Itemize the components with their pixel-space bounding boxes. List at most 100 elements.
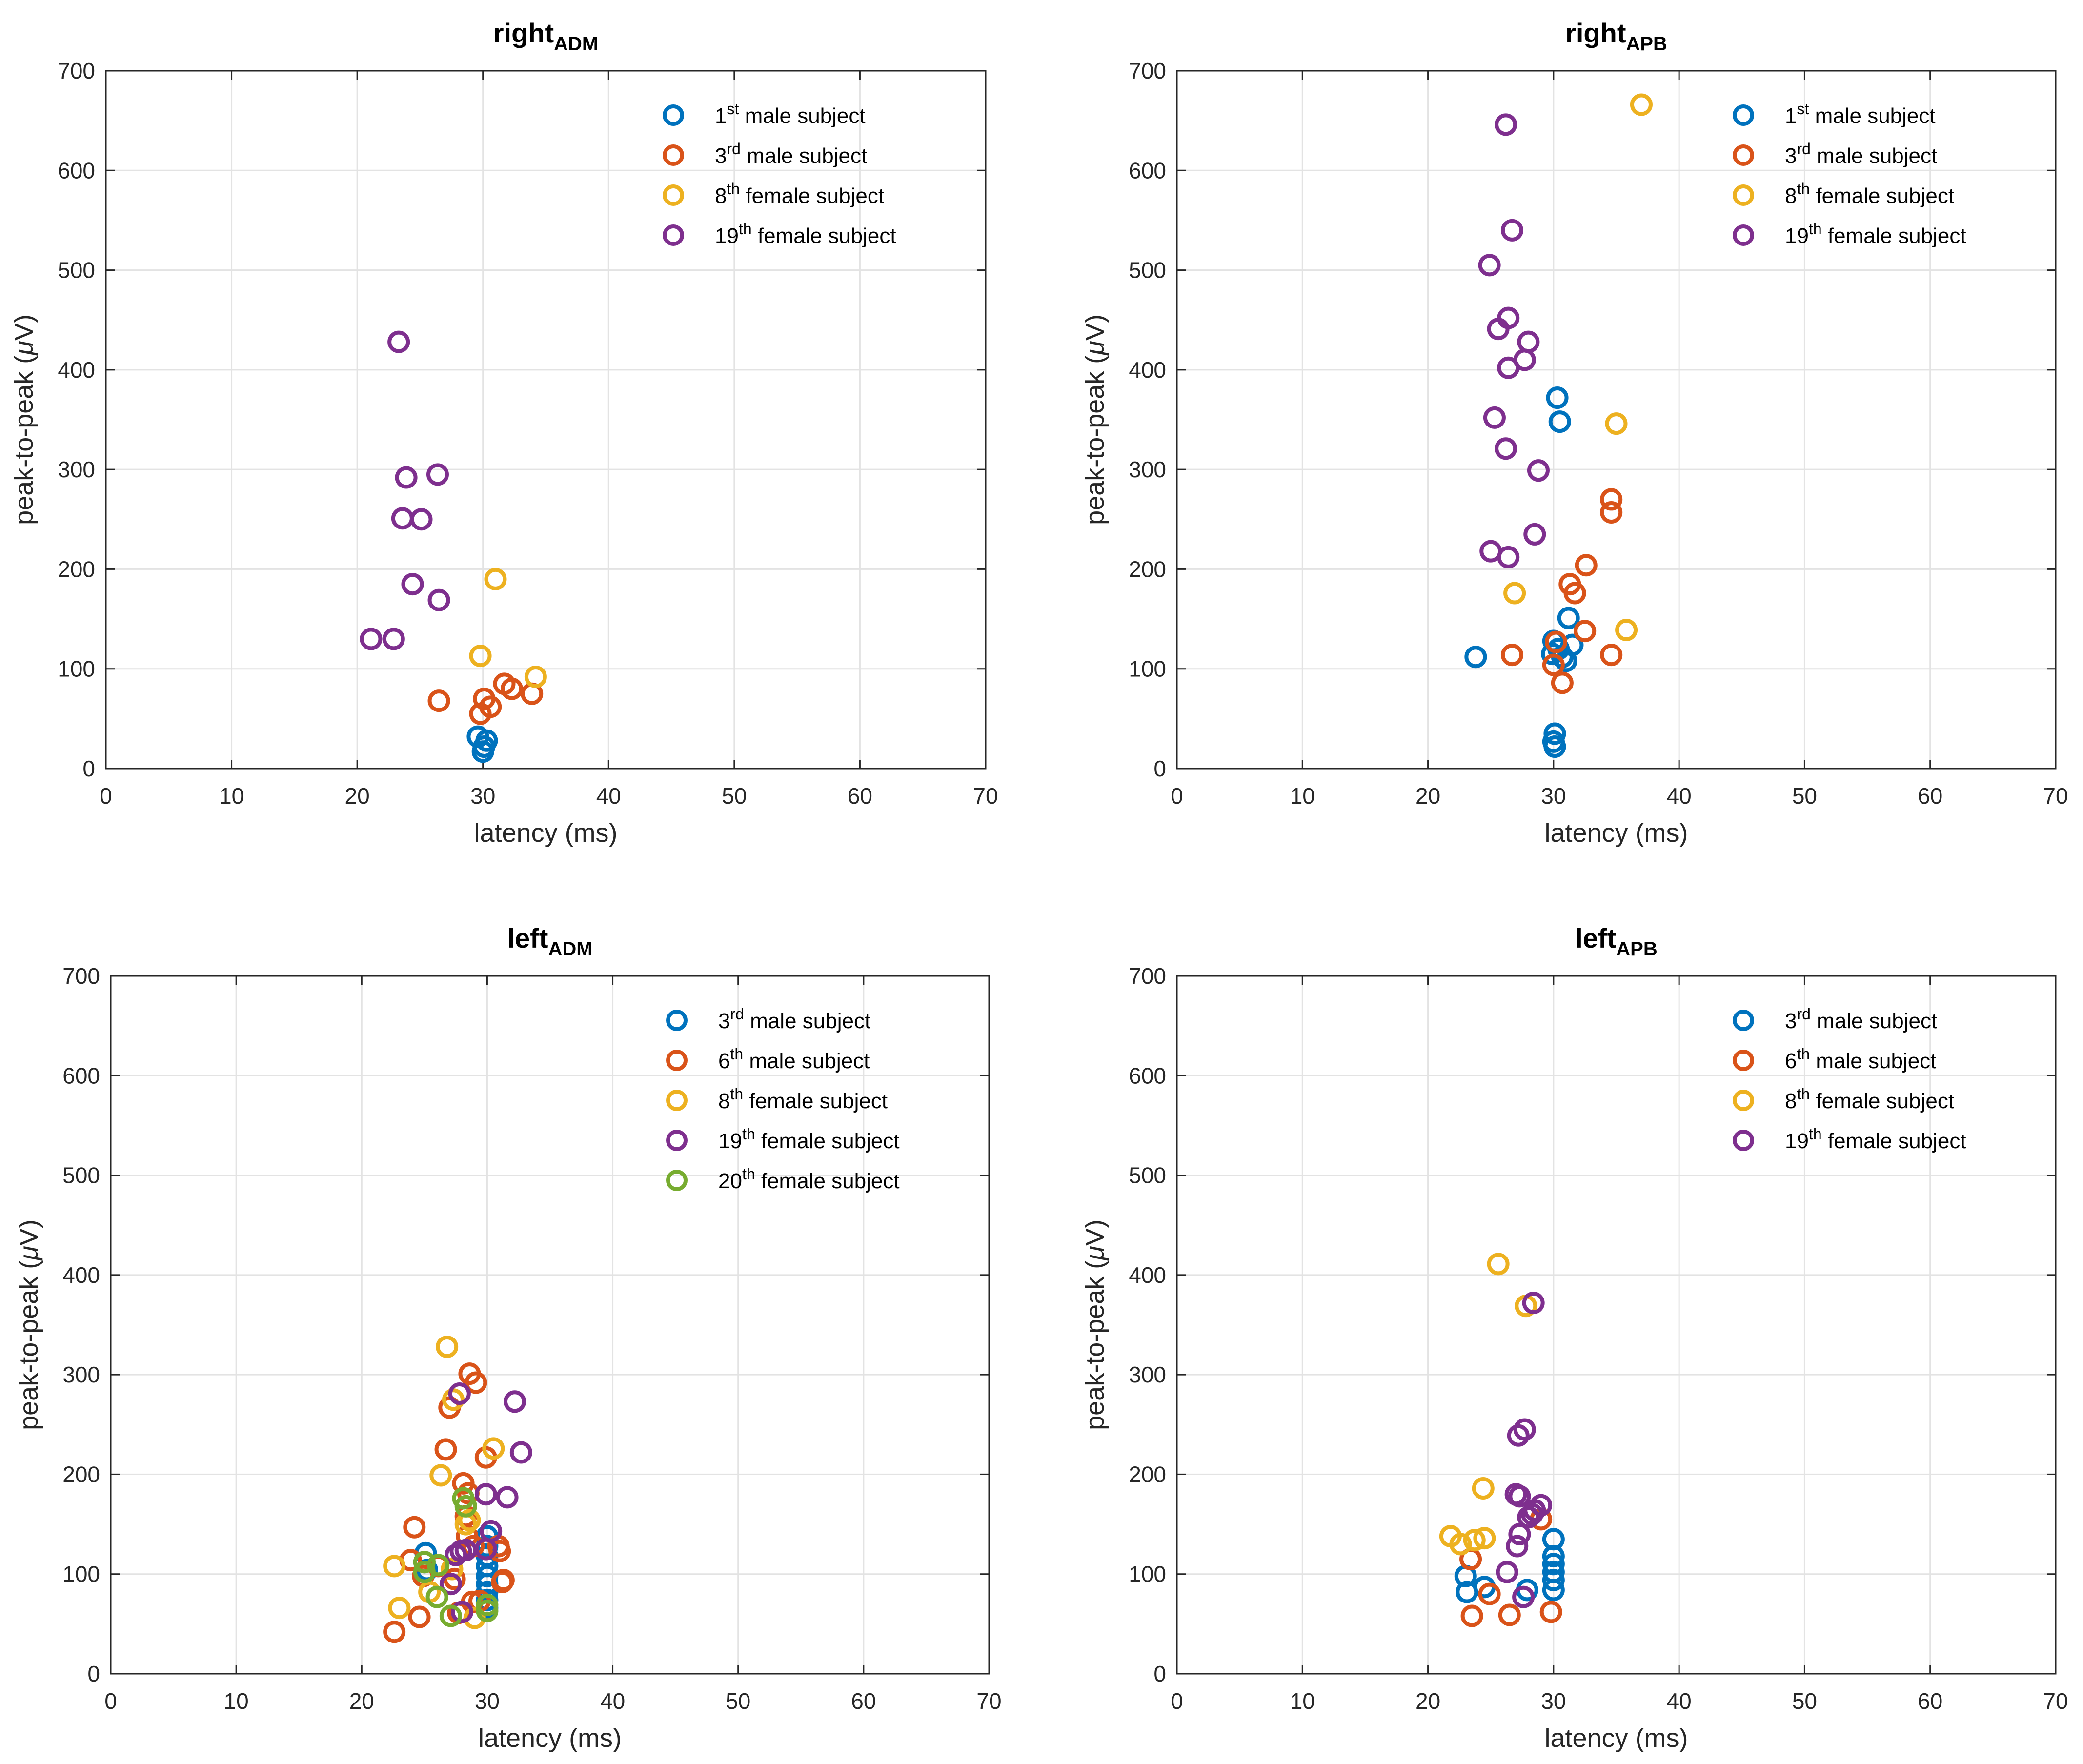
- data-point: [383, 1555, 406, 1578]
- x-tick-label: 0: [1171, 1688, 1183, 1714]
- chart-title: rightAPB: [1565, 18, 1667, 55]
- data-point: [1508, 1485, 1531, 1508]
- legend-ordinal: th: [1809, 220, 1822, 238]
- data-point: [479, 695, 502, 718]
- axes-box: [110, 975, 990, 1675]
- x-axis-label: latency (ms): [474, 818, 617, 848]
- legend-number: 1: [715, 104, 727, 128]
- data-point: [360, 628, 383, 650]
- data-point: [458, 1509, 481, 1532]
- legend-marker: [1733, 1050, 1754, 1071]
- chart-left-ADM: 0 10 20 30 40 50 60 700100200300400500600700lef…: [14, 923, 1002, 1753]
- data-point: [1546, 386, 1569, 409]
- data-point: [1605, 412, 1628, 435]
- data-point: [436, 1335, 459, 1358]
- legend-ordinal: th: [1797, 180, 1810, 198]
- data-point: [454, 1539, 477, 1561]
- chart-title-subscript: APB: [1616, 938, 1657, 960]
- data-point: [448, 1382, 471, 1405]
- legend-label: male subject: [1811, 1009, 1937, 1033]
- legend-label: male subject: [743, 1049, 870, 1073]
- y-tick-label: 400: [58, 357, 95, 383]
- y-axis-label-mu: μ: [14, 1246, 43, 1261]
- chart-right-APB: 0 10 20 30 40 50 60 700100200300400500600700rig…: [1080, 18, 2068, 848]
- legend-label: female subject: [755, 1129, 900, 1153]
- legend-number: 1: [1785, 104, 1797, 128]
- data-point: [454, 1495, 477, 1518]
- data-point: [1521, 1503, 1544, 1526]
- x-tick-label: 0: [100, 783, 112, 809]
- y-axis-label: peak-to-peak (μV): [9, 314, 39, 525]
- legend-marker: [666, 1090, 688, 1111]
- series-1st: [466, 725, 498, 763]
- data-point: [1630, 93, 1653, 116]
- legend-entry: 3rd male subject: [1785, 1005, 1937, 1033]
- x-tick-label: 30: [470, 783, 495, 809]
- data-point: [1460, 1604, 1483, 1627]
- chart-left-APB: 0 10 20 30 40 50 60 700100200300400500600700lef…: [1080, 923, 2068, 1753]
- data-point: [413, 1551, 436, 1574]
- data-point: [425, 1585, 448, 1608]
- data-point: [1541, 643, 1564, 666]
- legend-ordinal: th: [742, 1165, 755, 1183]
- y-axis-label-mu: μ: [1080, 1246, 1110, 1261]
- legend-number: 6: [1785, 1049, 1797, 1073]
- y-tick-label: 500: [62, 1163, 100, 1188]
- legend-number: 8: [715, 184, 727, 208]
- y-tick-label: 100: [58, 656, 95, 682]
- data-point: [1600, 644, 1623, 667]
- y-axis-label: peak-to-peak (μV): [1080, 314, 1110, 525]
- chart-title-subscript: APB: [1626, 33, 1667, 55]
- legend-label: female subject: [740, 184, 884, 208]
- data-point: [500, 677, 523, 700]
- data-point: [496, 1486, 519, 1509]
- x-tick-label: 70: [973, 783, 998, 809]
- x-tick-label: 60: [1918, 1688, 1942, 1714]
- legend-number: 19: [1785, 224, 1809, 248]
- series-19th: [439, 1382, 532, 1623]
- legend-label: male subject: [739, 104, 865, 128]
- y-tick-label: 0: [1153, 756, 1166, 781]
- data-point: [1523, 523, 1546, 546]
- plot-area: [111, 976, 989, 1674]
- data-point: [403, 1516, 426, 1539]
- legend-ordinal: th: [730, 1045, 743, 1063]
- x-tick-label: 60: [851, 1688, 876, 1714]
- data-point: [1473, 1527, 1496, 1550]
- legend-number: 20: [718, 1169, 742, 1193]
- data-point: [1483, 406, 1506, 429]
- data-point: [439, 1573, 462, 1596]
- legend-number: 8: [718, 1089, 730, 1113]
- plot-area: [1177, 976, 2056, 1674]
- x-tick-label: 40: [1667, 1688, 1692, 1714]
- legend-ordinal: th: [739, 220, 752, 238]
- data-point: [1542, 1568, 1565, 1591]
- y-tick-label: 0: [82, 756, 95, 781]
- series-8th: [1503, 93, 1653, 642]
- data-point: [465, 1371, 487, 1394]
- data-point: [469, 645, 492, 668]
- data-point: [1557, 607, 1580, 629]
- x-tick-label: 10: [1290, 783, 1315, 809]
- data-point: [475, 729, 498, 752]
- data-point: [383, 1621, 406, 1643]
- legend-entry: 1st male subject: [1785, 100, 1936, 128]
- data-point: [482, 1437, 505, 1460]
- y-axis-label-suffix: V): [14, 1219, 43, 1246]
- plot-area: [1177, 71, 2056, 769]
- y-tick-label: 100: [62, 1561, 100, 1587]
- y-tick-label: 700: [58, 58, 95, 83]
- data-point: [1575, 554, 1598, 577]
- legend-ordinal: rd: [730, 1005, 744, 1023]
- data-point: [1497, 356, 1520, 379]
- y-tick-label: 200: [62, 1461, 100, 1487]
- legend-number: 6: [718, 1049, 730, 1073]
- data-point: [1496, 1561, 1518, 1583]
- x-tick-label: 20: [1416, 1688, 1440, 1714]
- data-point: [474, 1483, 497, 1506]
- axes-box: [1176, 70, 2057, 770]
- data-point: [1600, 488, 1623, 511]
